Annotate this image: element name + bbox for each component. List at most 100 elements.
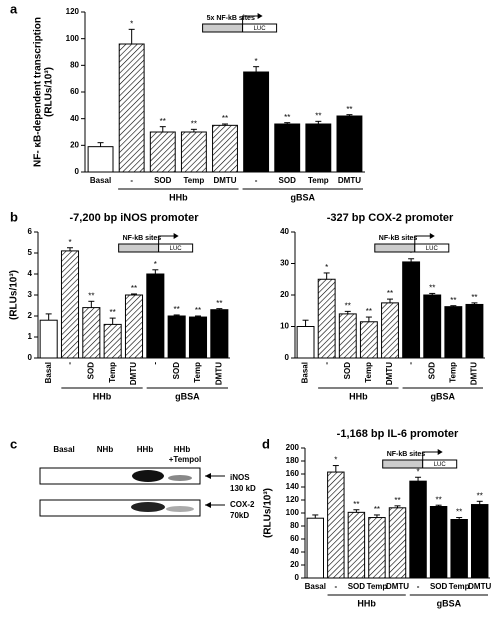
y-tick-label: 20: [290, 560, 299, 569]
y-tick-label: 80: [70, 60, 79, 69]
bar: [368, 517, 386, 579]
y-tick-label: 120: [66, 7, 80, 16]
y-tick-label: 100: [66, 34, 80, 43]
bar: [103, 323, 122, 359]
y-axis-label: (RLUs/10³): [9, 270, 20, 320]
x-tick-label: SOD: [427, 362, 436, 380]
lane-label: Basal: [53, 445, 74, 454]
bar: [306, 517, 324, 579]
x-tick-label: SOD: [430, 582, 448, 591]
inset-luc-label: LUC: [426, 246, 439, 252]
x-tick-label: SOD: [172, 362, 181, 380]
x-tick-label: Temp: [308, 176, 329, 185]
x-tick-label: SOD: [279, 176, 297, 185]
x-tick-label: Temp: [449, 582, 470, 591]
y-tick-label: 20: [70, 140, 79, 149]
panel-letter: a: [10, 1, 18, 16]
x-tick-label: Basal: [90, 176, 111, 185]
bar: [87, 146, 114, 173]
y-tick-label: 60: [70, 87, 79, 96]
annotation: **: [345, 301, 351, 310]
bar: [381, 302, 399, 359]
inset-arrow-head: [257, 13, 263, 19]
bar: [60, 250, 80, 359]
x-tick-label: Temp: [108, 362, 117, 383]
inset-label: NF-kB sites: [379, 235, 418, 242]
inset-luc: [158, 243, 194, 253]
x-tick-label: SOD: [348, 582, 366, 591]
arrow-head: [205, 502, 211, 508]
lane-label: NHb: [97, 445, 114, 454]
bar: [124, 294, 144, 359]
inset-luc: [422, 459, 458, 469]
y-tick-label: 0: [295, 573, 300, 582]
bar: [149, 131, 176, 173]
bar: [402, 261, 421, 359]
bar: [188, 316, 208, 359]
x-tick-label: DMTU: [129, 362, 138, 385]
y-axis-label: (RLUs/10³): [263, 488, 274, 538]
y-tick-label: 80: [290, 521, 299, 530]
x-tick-label: Temp: [364, 362, 373, 383]
bar: [82, 307, 101, 359]
x-tick-label: -: [417, 582, 420, 591]
annotation: *: [68, 238, 71, 247]
chart-title: -1,168 bp IL-6 promoter: [337, 428, 459, 440]
group-label: HHb: [357, 598, 376, 608]
bar: [146, 273, 165, 359]
y-tick-label: 30: [280, 259, 289, 268]
annotation: **: [315, 111, 321, 120]
x-tick-label: -: [130, 176, 133, 185]
inset-arrow: [414, 235, 431, 244]
group-label: HHb: [169, 192, 188, 202]
x-tick-label: DMTU: [214, 362, 223, 385]
y-tick-label: 4: [28, 269, 33, 278]
band-label: 70kD: [230, 511, 249, 520]
x-tick-label: Basal: [301, 362, 310, 383]
band-label: iNOS: [230, 473, 250, 482]
bar: [274, 123, 301, 173]
y-tick-label: 40: [70, 114, 79, 123]
bar: [305, 123, 332, 173]
inset-arrow: [158, 235, 175, 244]
chart-title: -7,200 bp iNOS promoter: [70, 212, 200, 224]
x-tick-label: Basal: [44, 362, 53, 383]
annotation: **: [456, 508, 462, 517]
x-tick-label: Temp: [193, 362, 202, 383]
chart-title: -327 bp COX-2 promoter: [327, 212, 454, 224]
band: [166, 506, 194, 512]
bar: [450, 519, 468, 579]
y-tick-label: 6: [28, 227, 33, 236]
x-tick-label: Temp: [184, 176, 205, 185]
group-label: gBSA: [291, 192, 316, 202]
annotation: *: [130, 19, 133, 28]
annotation: **: [387, 289, 393, 298]
bar: [359, 321, 378, 359]
inset-luc-label: LUC: [170, 246, 183, 252]
x-tick-label: DMTU: [470, 362, 479, 385]
bar: [167, 315, 186, 359]
y-tick-label: 120: [286, 495, 300, 504]
x-tick-label: DMTU: [468, 582, 491, 591]
annotation: **: [429, 284, 435, 293]
annotation: **: [284, 113, 290, 122]
y-tick-label: 10: [280, 322, 289, 331]
x-tick-label: DMTU: [213, 176, 236, 185]
x-tick-label: -: [150, 362, 159, 365]
annotation: **: [131, 284, 137, 293]
annotation: *: [334, 456, 337, 465]
annotation: *: [416, 467, 419, 476]
x-tick-label: DMTU: [386, 582, 409, 591]
inset-arrow-head: [429, 233, 435, 239]
y-tick-label: 0: [75, 167, 80, 176]
x-tick-label: Temp: [448, 362, 457, 383]
bar: [317, 278, 336, 359]
bar: [243, 71, 270, 173]
blot-strip: [39, 467, 201, 485]
bar: [471, 504, 489, 579]
y-tick-label: 200: [286, 443, 300, 452]
inset-sites: [118, 243, 160, 253]
bar: [212, 124, 238, 173]
group-label: gBSA: [431, 391, 456, 401]
bar: [336, 115, 363, 173]
